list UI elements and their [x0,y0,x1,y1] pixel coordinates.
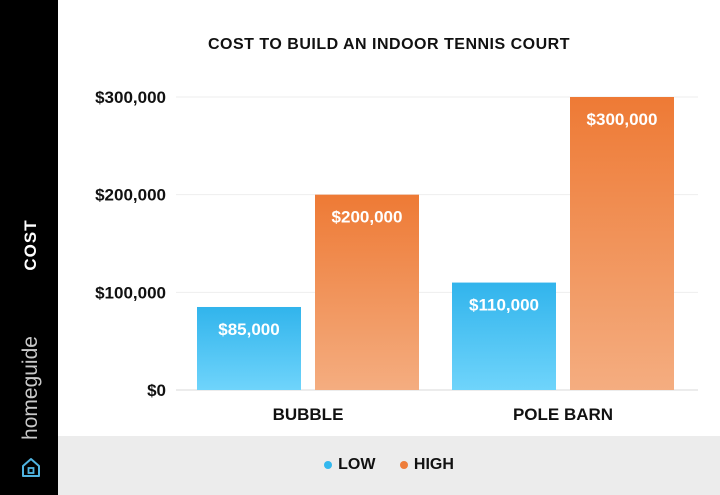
data-label: $110,000 [469,296,539,315]
x-tick-label: POLE BARN [513,405,613,424]
sidebar: COST homeguide [0,0,58,495]
legend-item-low: LOW [324,456,375,474]
bar-low-bubble [197,306,301,390]
legend-label-high: HIGH [413,456,454,473]
y-tick-label: $200,000 [95,186,166,205]
bar-high-bubble [315,194,419,390]
legend: LOW HIGH [58,456,720,474]
data-label: $85,000 [218,320,279,339]
legend-dot-low [324,461,333,469]
y-tick-label: $300,000 [95,88,166,107]
brand-logo-text: homeguide [19,336,42,440]
legend-label-low: LOW [338,456,376,473]
legend-dot-high [399,461,408,469]
y-tick-label: $100,000 [95,283,166,302]
chart-plot: $0 $100,000 $200,000 $300,000 $85,000 $200,00… [95,88,698,424]
bar-high-pole-barn [570,97,674,390]
chart-title: COST TO BUILD AN INDOOR TENNIS COURT [208,36,570,53]
house-icon [22,458,40,477]
y-tick-label: $0 [147,381,166,400]
data-label: $300,000 [587,110,658,129]
data-label: $200,000 [332,208,403,227]
y-axis-label: COST [21,219,40,271]
bar-low-pole-barn [452,282,556,390]
legend-area: LOW HIGH [58,436,720,495]
x-tick-label: BUBBLE [273,405,344,424]
legend-item-high: HIGH [399,456,454,474]
